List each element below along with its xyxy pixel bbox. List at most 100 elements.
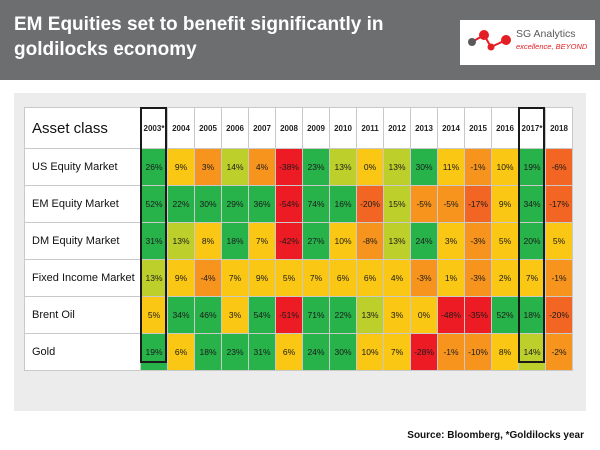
column-header-2018: 2018 <box>545 107 573 149</box>
logo-name: SG Analytics <box>516 28 576 40</box>
value-cell: 30% <box>410 148 438 186</box>
value-cell: -54% <box>275 185 303 223</box>
value-cell: -3% <box>410 259 438 297</box>
value-cell: -35% <box>464 296 492 334</box>
value-cell: -6% <box>545 148 573 186</box>
value-cell: 3% <box>437 222 465 260</box>
value-cell: 30% <box>329 333 357 371</box>
column-header-2014: 2014 <box>437 107 465 149</box>
column-header-2010: 2010 <box>329 107 357 149</box>
value-cell: 52% <box>491 296 519 334</box>
value-cell: -5% <box>437 185 465 223</box>
value-cell: 5% <box>491 222 519 260</box>
column-header-2005: 2005 <box>194 107 222 149</box>
value-cell: 13% <box>329 148 357 186</box>
value-cell: 13% <box>383 148 411 186</box>
column-header-2004: 2004 <box>167 107 195 149</box>
value-cell: 3% <box>383 296 411 334</box>
value-cell: 31% <box>140 222 168 260</box>
value-cell: 2% <box>491 259 519 297</box>
value-cell: 31% <box>248 333 276 371</box>
column-header-2008: 2008 <box>275 107 303 149</box>
value-cell: 13% <box>140 259 168 297</box>
value-cell: -38% <box>275 148 303 186</box>
row-label: Fixed Income Market <box>24 259 141 297</box>
source-note: Source: Bloomberg, *Goldilocks year <box>407 430 584 441</box>
value-cell: 5% <box>140 296 168 334</box>
column-header-2006: 2006 <box>221 107 249 149</box>
value-cell: 10% <box>491 148 519 186</box>
value-cell: -3% <box>464 259 492 297</box>
value-cell: 27% <box>302 222 330 260</box>
column-header-2003: 2003* <box>140 107 168 149</box>
logo: SG Analytics excellence, BEYOND <box>460 20 595 65</box>
table-row-em-equity-market: EM Equity Market 52% 22% 30% 29% 36% -54% 74% 16… <box>24 185 573 223</box>
value-cell: 22% <box>167 185 195 223</box>
value-cell: -10% <box>464 333 492 371</box>
column-header-2015: 2015 <box>464 107 492 149</box>
value-cell: 46% <box>194 296 222 334</box>
value-cell: 6% <box>275 333 303 371</box>
row-label: DM Equity Market <box>24 222 141 260</box>
value-cell: -1% <box>437 333 465 371</box>
table-row-us-equity-market: US Equity Market 26% 9% 3% 14% 4% -38% 23% 13% 0%… <box>24 148 573 186</box>
value-cell: 34% <box>167 296 195 334</box>
value-cell: -28% <box>410 333 438 371</box>
table-row-gold: Gold 19% 6% 18% 23% 31% 6% 24% 30% 10% 7% -28% -1% -1… <box>24 333 573 371</box>
column-header-2012: 2012 <box>383 107 411 149</box>
value-cell: 4% <box>248 148 276 186</box>
value-cell: 7% <box>302 259 330 297</box>
column-header-2011: 2011 <box>356 107 384 149</box>
value-cell: 10% <box>356 333 384 371</box>
row-label: US Equity Market <box>24 148 141 186</box>
value-cell: 34% <box>518 185 546 223</box>
value-cell: -42% <box>275 222 303 260</box>
value-cell: 20% <box>518 222 546 260</box>
value-cell: 14% <box>221 148 249 186</box>
value-cell: 54% <box>248 296 276 334</box>
value-cell: 7% <box>383 333 411 371</box>
column-header-2007: 2007 <box>248 107 276 149</box>
value-cell: -5% <box>410 185 438 223</box>
column-header-2017: 2017* <box>518 107 546 149</box>
value-cell: 18% <box>221 222 249 260</box>
logo-tagline: excellence, BEYOND <box>516 42 588 51</box>
table-row-fixed-income-market: Fixed Income Market 13% 9% -4% 7% 9% 5% 7% 6% 6% 4… <box>24 259 573 297</box>
value-cell: 11% <box>437 148 465 186</box>
value-cell: -2% <box>545 333 573 371</box>
row-label: EM Equity Market <box>24 185 141 223</box>
column-header-2013: 2013 <box>410 107 438 149</box>
value-cell: 6% <box>329 259 357 297</box>
value-cell: 0% <box>356 148 384 186</box>
value-cell: 14% <box>518 333 546 371</box>
value-cell: 52% <box>140 185 168 223</box>
value-cell: 18% <box>518 296 546 334</box>
value-cell: -3% <box>464 222 492 260</box>
value-cell: 8% <box>194 222 222 260</box>
value-cell: 22% <box>329 296 357 334</box>
table-row-brent-oil: Brent Oil 5% 34% 46% 3% 54% -51% 71% 22% 13% 3% 0% -… <box>24 296 573 334</box>
value-cell: 15% <box>383 185 411 223</box>
value-cell: -51% <box>275 296 303 334</box>
value-cell: 74% <box>302 185 330 223</box>
value-cell: 5% <box>275 259 303 297</box>
column-header-2016: 2016 <box>491 107 519 149</box>
value-cell: 30% <box>194 185 222 223</box>
value-cell: 0% <box>410 296 438 334</box>
value-cell: 10% <box>329 222 357 260</box>
value-cell: 7% <box>248 222 276 260</box>
value-cell: 3% <box>194 148 222 186</box>
value-cell: 23% <box>302 148 330 186</box>
value-cell: 23% <box>221 333 249 371</box>
value-cell: 9% <box>248 259 276 297</box>
value-cell: 1% <box>437 259 465 297</box>
value-cell: 5% <box>545 222 573 260</box>
value-cell: -48% <box>437 296 465 334</box>
value-cell: 4% <box>383 259 411 297</box>
value-cell: -1% <box>545 259 573 297</box>
value-cell: 19% <box>518 148 546 186</box>
value-cell: 36% <box>248 185 276 223</box>
value-cell: -17% <box>545 185 573 223</box>
column-header-2009: 2009 <box>302 107 330 149</box>
value-cell: 19% <box>140 333 168 371</box>
